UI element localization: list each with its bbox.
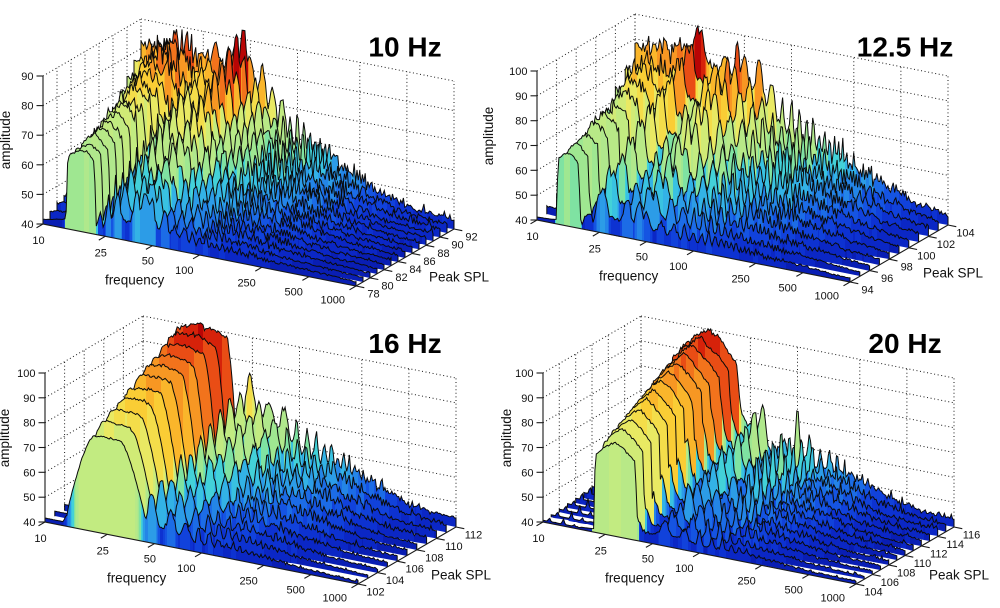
- svg-text:100: 100: [509, 66, 527, 78]
- svg-text:50: 50: [21, 189, 33, 201]
- svg-text:100: 100: [175, 265, 193, 277]
- svg-text:amplitude: amplitude: [0, 409, 12, 468]
- svg-text:108: 108: [897, 568, 915, 580]
- svg-text:80: 80: [515, 116, 527, 128]
- svg-text:112: 112: [930, 549, 948, 561]
- svg-text:90: 90: [515, 91, 527, 103]
- svg-text:250: 250: [237, 277, 255, 289]
- svg-text:114: 114: [946, 539, 964, 551]
- svg-text:78: 78: [367, 289, 379, 301]
- svg-text:frequency: frequency: [105, 273, 165, 288]
- svg-text:104: 104: [386, 575, 404, 587]
- svg-text:25: 25: [589, 243, 601, 255]
- svg-text:60: 60: [521, 467, 533, 479]
- svg-text:90: 90: [21, 71, 33, 83]
- svg-text:96: 96: [881, 273, 893, 285]
- svg-text:84: 84: [409, 264, 421, 276]
- svg-text:104: 104: [864, 587, 882, 599]
- svg-text:Peak SPL: Peak SPL: [431, 568, 492, 583]
- svg-text:frequency: frequency: [605, 571, 665, 586]
- svg-text:50: 50: [521, 492, 533, 504]
- svg-text:100: 100: [17, 368, 35, 380]
- svg-text:Peak SPL: Peak SPL: [923, 266, 984, 281]
- svg-text:90: 90: [451, 240, 463, 252]
- svg-text:1000: 1000: [323, 593, 347, 605]
- svg-text:Peak SPL: Peak SPL: [429, 270, 490, 285]
- svg-text:88: 88: [437, 248, 449, 260]
- svg-text:108: 108: [425, 552, 443, 564]
- svg-text:106: 106: [406, 564, 424, 576]
- svg-text:50: 50: [23, 492, 35, 504]
- svg-text:50: 50: [515, 190, 527, 202]
- svg-text:40: 40: [515, 215, 527, 227]
- svg-text:92: 92: [465, 232, 477, 244]
- svg-text:250: 250: [731, 273, 749, 285]
- svg-text:100: 100: [177, 563, 195, 575]
- svg-text:86: 86: [423, 256, 435, 268]
- svg-text:102: 102: [366, 587, 384, 599]
- svg-text:250: 250: [239, 575, 257, 587]
- svg-text:amplitude: amplitude: [481, 107, 496, 166]
- svg-text:10: 10: [32, 235, 44, 247]
- svg-text:98: 98: [901, 262, 913, 274]
- svg-text:102: 102: [937, 239, 955, 251]
- svg-text:106: 106: [881, 577, 899, 589]
- svg-text:82: 82: [395, 272, 407, 284]
- svg-text:70: 70: [21, 130, 33, 142]
- svg-text:70: 70: [515, 141, 527, 153]
- svg-text:50: 50: [642, 554, 654, 566]
- svg-text:40: 40: [23, 517, 35, 529]
- svg-text:amplitude: amplitude: [0, 111, 13, 170]
- svg-text:80: 80: [21, 101, 33, 113]
- svg-text:110: 110: [445, 541, 463, 553]
- svg-text:50: 50: [636, 252, 648, 264]
- svg-text:10 Hz: 10 Hz: [368, 32, 441, 63]
- svg-text:500: 500: [785, 585, 803, 597]
- svg-text:112: 112: [465, 530, 483, 542]
- svg-text:80: 80: [381, 280, 393, 292]
- svg-text:90: 90: [23, 393, 35, 405]
- svg-text:70: 70: [521, 443, 533, 455]
- svg-text:frequency: frequency: [599, 269, 659, 284]
- svg-text:1000: 1000: [815, 291, 839, 303]
- svg-text:10: 10: [532, 533, 544, 545]
- svg-text:90: 90: [521, 393, 533, 405]
- svg-text:40: 40: [521, 517, 533, 529]
- svg-text:80: 80: [521, 418, 533, 430]
- svg-text:94: 94: [861, 285, 873, 297]
- svg-text:25: 25: [97, 545, 109, 557]
- svg-text:104: 104: [956, 228, 974, 240]
- svg-text:60: 60: [21, 160, 33, 172]
- svg-text:50: 50: [142, 256, 154, 268]
- svg-text:500: 500: [779, 283, 797, 295]
- svg-text:frequency: frequency: [107, 571, 167, 586]
- svg-text:1000: 1000: [821, 593, 845, 605]
- svg-text:116: 116: [963, 530, 981, 542]
- svg-text:60: 60: [515, 165, 527, 177]
- svg-text:50: 50: [144, 554, 156, 566]
- svg-text:10: 10: [526, 231, 538, 243]
- svg-text:20 Hz: 20 Hz: [868, 328, 941, 359]
- svg-text:80: 80: [23, 418, 35, 430]
- svg-text:100: 100: [917, 250, 935, 262]
- svg-text:Peak SPL: Peak SPL: [929, 568, 990, 583]
- svg-text:500: 500: [285, 287, 303, 299]
- svg-text:25: 25: [595, 545, 607, 557]
- svg-text:12.5 Hz: 12.5 Hz: [857, 32, 954, 63]
- svg-text:500: 500: [287, 585, 305, 597]
- svg-text:16 Hz: 16 Hz: [368, 328, 441, 359]
- svg-text:10: 10: [34, 533, 46, 545]
- svg-text:100: 100: [675, 563, 693, 575]
- svg-text:250: 250: [737, 575, 755, 587]
- svg-text:60: 60: [23, 467, 35, 479]
- svg-text:100: 100: [669, 261, 687, 273]
- svg-text:100: 100: [515, 368, 533, 380]
- svg-text:amplitude: amplitude: [499, 409, 514, 468]
- svg-text:25: 25: [95, 247, 107, 259]
- svg-text:1000: 1000: [321, 295, 345, 307]
- svg-text:70: 70: [23, 443, 35, 455]
- svg-text:110: 110: [914, 558, 932, 570]
- svg-text:40: 40: [21, 219, 33, 231]
